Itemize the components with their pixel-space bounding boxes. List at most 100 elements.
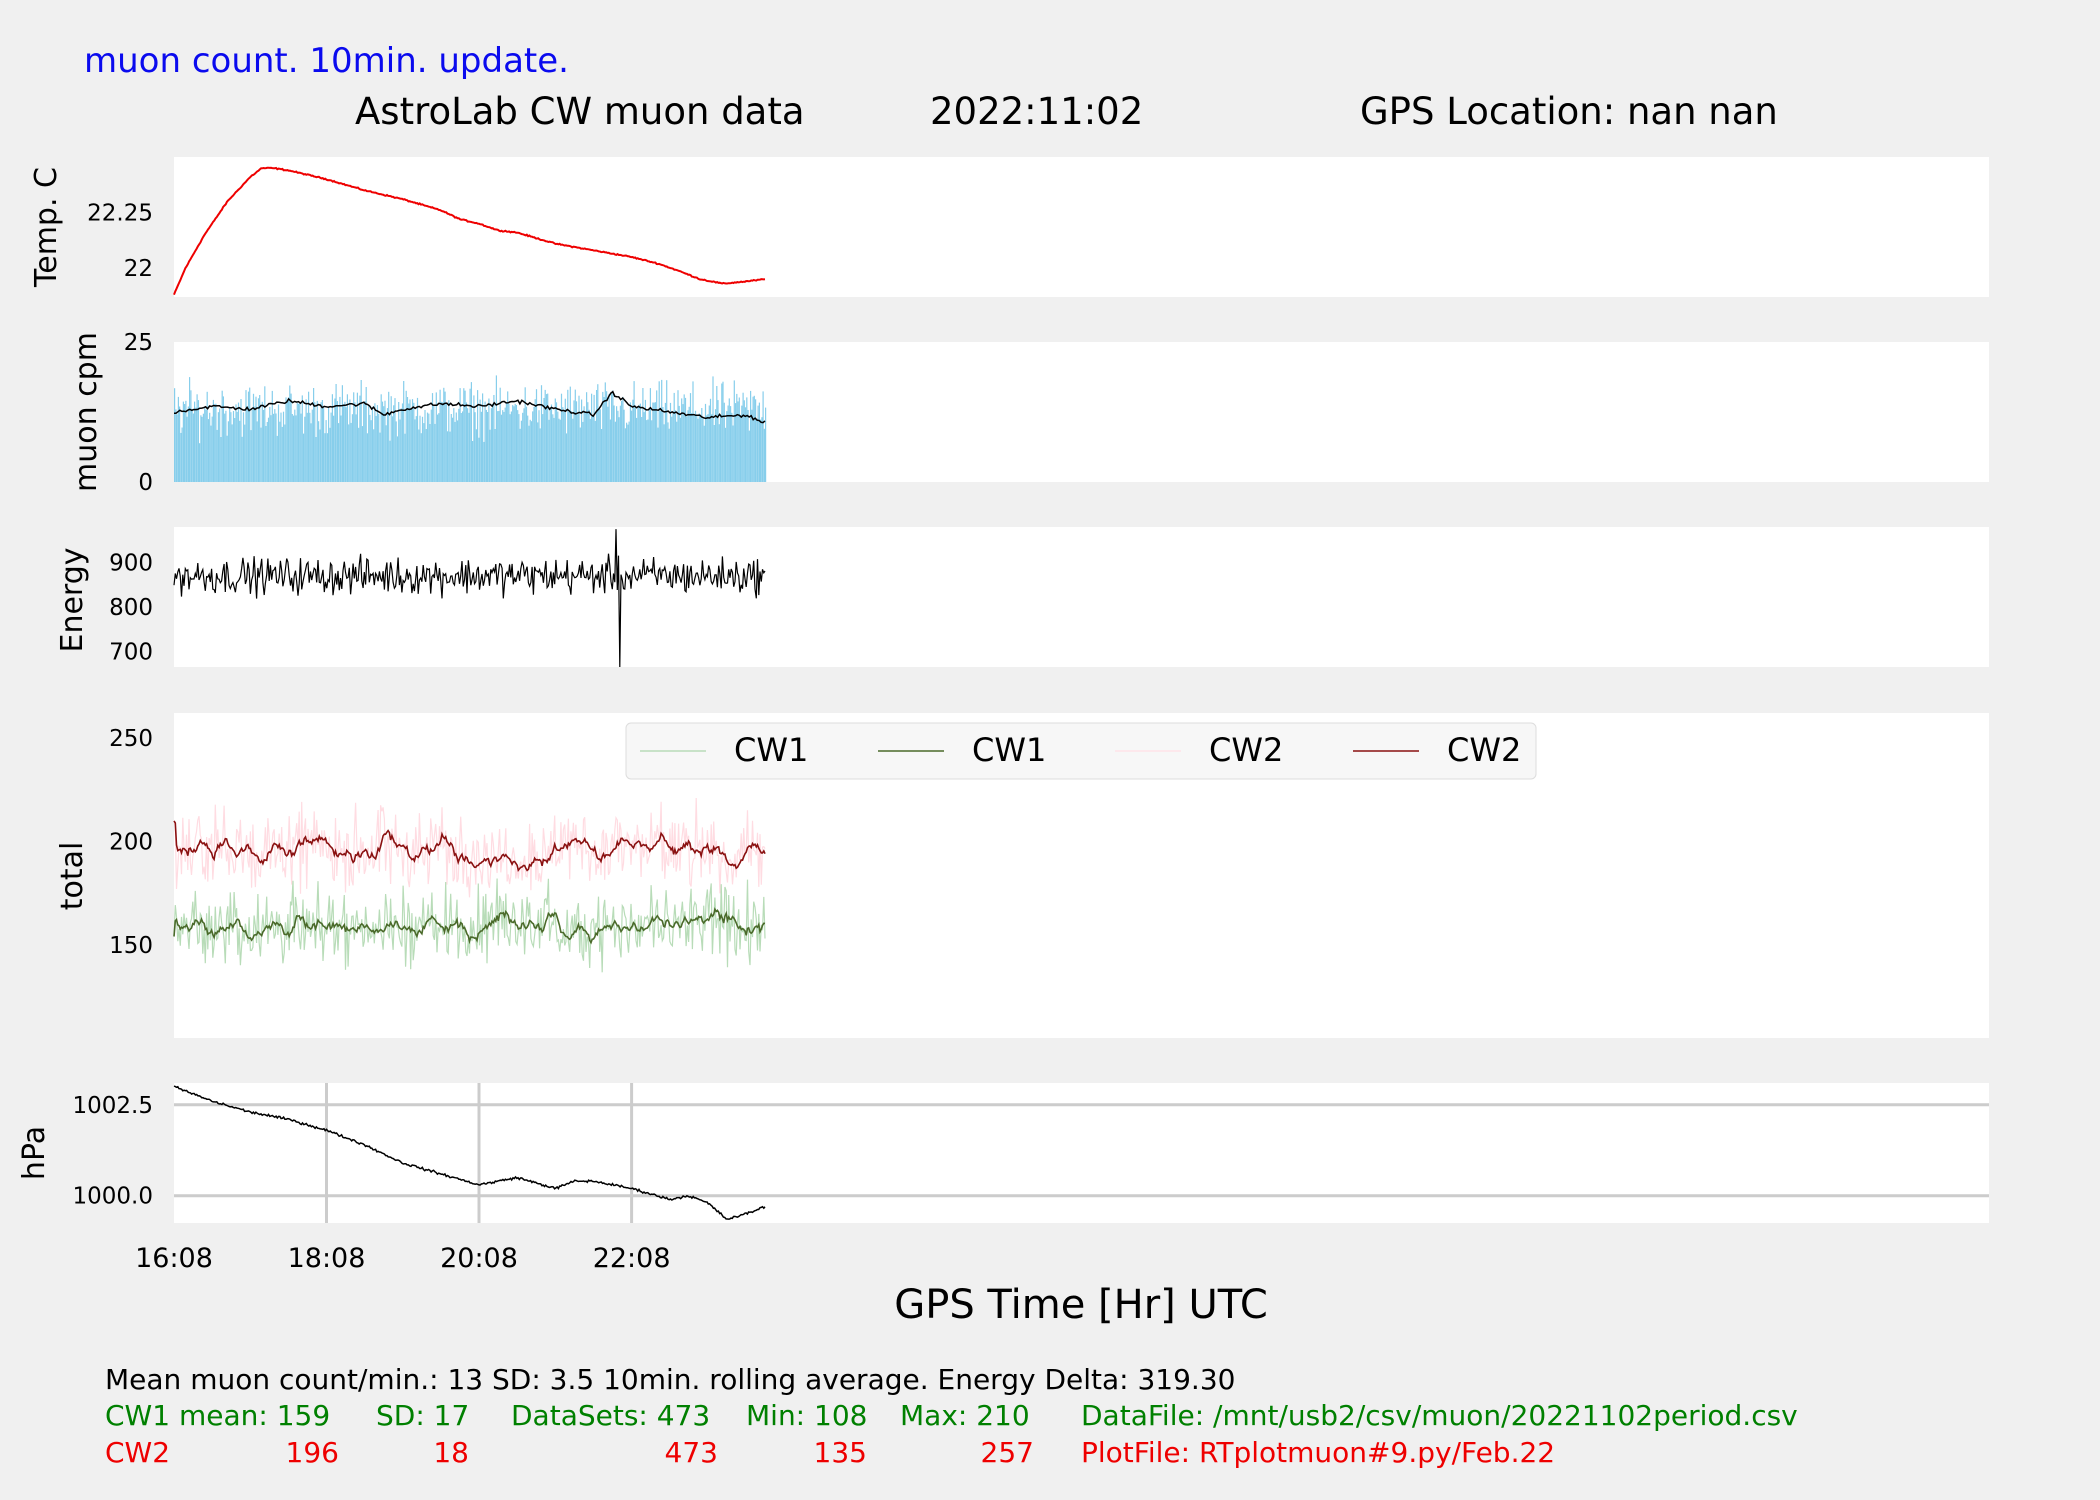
- cpm-bar: [330, 412, 332, 482]
- cpm-bar: [304, 416, 306, 482]
- cpm-bar: [315, 437, 317, 482]
- y-tick-label: 250: [109, 726, 153, 752]
- cpm-bar: [746, 397, 748, 482]
- cpm-bar: [440, 401, 442, 482]
- cpm-bar: [325, 420, 327, 482]
- cpm-bar: [373, 429, 375, 482]
- cpm-bar: [338, 423, 340, 482]
- cpm-bar: [478, 437, 480, 482]
- cpm-bar: [524, 387, 526, 482]
- cpm-bar: [503, 411, 505, 482]
- cpm-bar: [741, 405, 743, 482]
- cpm-bar: [324, 433, 326, 482]
- cpm-bar: [435, 392, 437, 482]
- cpm-bar: [421, 416, 424, 482]
- muon-summary-line: Mean muon count/min.: 13 SD: 3.5 10min. …: [105, 1363, 1235, 1396]
- cpm-bar: [390, 396, 392, 482]
- cpm-bar: [552, 414, 554, 482]
- cpm-bar: [519, 428, 521, 482]
- cpm-bar: [581, 399, 583, 482]
- cpm-bar: [538, 410, 540, 482]
- cpm-bar: [290, 393, 292, 482]
- cw2-rolling-average-line: [173, 820, 766, 872]
- cw1-sd: SD: 17: [376, 1399, 469, 1432]
- cpm-bar: [658, 381, 660, 482]
- cpm-bar: [189, 377, 191, 482]
- legend-label-cw2-avg: CW2: [1447, 731, 1521, 769]
- cpm-bar: [368, 405, 370, 482]
- cpm-bar: [306, 412, 308, 482]
- cpm-bar: [477, 390, 479, 482]
- cpm-bar: [400, 408, 402, 482]
- cpm-bar: [299, 402, 301, 482]
- cpm-bar: [696, 415, 698, 482]
- cpm-bar: [237, 402, 240, 482]
- cpm-bar: [319, 429, 321, 482]
- cpm-bar: [202, 413, 204, 482]
- cpm-bar: [618, 417, 620, 482]
- cpm-bar: [236, 411, 238, 482]
- total-panel: 150 200 250 total CW1 CW1 CW2 CW2: [55, 713, 1989, 1038]
- cpm-bar: [426, 412, 429, 482]
- cpm-bar: [654, 402, 656, 482]
- y-tick-label: 900: [109, 551, 153, 577]
- cpm-bar: [709, 398, 712, 482]
- cpm-bar: [187, 406, 189, 482]
- cpm-bar: [395, 421, 397, 482]
- cpm-bar: [227, 421, 229, 482]
- cpm-bar: [463, 388, 465, 482]
- cpm-bar: [349, 399, 351, 482]
- cpm-bar: [394, 398, 396, 482]
- cpm-bar: [631, 410, 633, 482]
- cpm-bar: [280, 412, 282, 482]
- cpm-bar: [277, 404, 280, 482]
- cpm-bar: [686, 416, 688, 482]
- cpm-bar: [475, 429, 477, 482]
- cpm-bar: [363, 403, 365, 482]
- cpm-bar: [668, 428, 670, 482]
- cpm-bar: [296, 403, 298, 482]
- cpm-bar: [310, 423, 312, 482]
- cpm-bar: [738, 397, 740, 482]
- cpm-bar: [284, 424, 286, 482]
- cpm-bar: [235, 404, 237, 482]
- cw1-datasets: DataSets: 473: [511, 1399, 710, 1432]
- cpm-bar: [760, 419, 762, 482]
- cpm-bar: [502, 410, 504, 482]
- cpm-bar: [201, 416, 203, 482]
- cpm-bar: [555, 402, 558, 482]
- cpm-bar: [345, 407, 347, 482]
- cpm-bar: [717, 400, 719, 482]
- cpm-bar: [405, 390, 407, 482]
- cpm-bar: [672, 411, 674, 482]
- cpm-bar: [745, 407, 747, 482]
- cpm-bar: [652, 402, 654, 482]
- cpm-bar: [609, 419, 611, 482]
- cpm-bar: [196, 394, 198, 482]
- cpm-bar: [549, 407, 551, 482]
- cw1-stats-row: CW1 mean: 159 SD: 17 DataSets: 473 Min: …: [105, 1399, 1798, 1432]
- cpm-bar: [607, 406, 609, 482]
- cpm-bar: [470, 382, 472, 482]
- cpm-bar: [410, 409, 412, 482]
- cpm-bar: [661, 379, 663, 482]
- cpm-bar: [181, 427, 183, 482]
- cpm-bar: [542, 414, 544, 482]
- cpm-bar: [509, 414, 511, 482]
- cpm-bar: [550, 404, 553, 482]
- cpm-bar: [565, 433, 568, 482]
- cpm-bar: [597, 384, 599, 482]
- cpm-bar: [219, 408, 221, 482]
- cpm-bar: [623, 409, 625, 482]
- cpm-bar: [583, 406, 585, 482]
- cpm-bar: [646, 420, 648, 482]
- cpm-bar: [356, 392, 358, 482]
- cpm-bar: [624, 428, 626, 482]
- cpm-bar: [593, 394, 595, 482]
- cpm-bar: [742, 392, 744, 482]
- cpm-bar: [406, 397, 409, 482]
- cpm-bar: [335, 384, 337, 482]
- cpm-bar: [251, 409, 253, 482]
- temperature-panel: 22 22.25 Temp. C: [29, 157, 1989, 297]
- cpm-bar: [329, 427, 331, 482]
